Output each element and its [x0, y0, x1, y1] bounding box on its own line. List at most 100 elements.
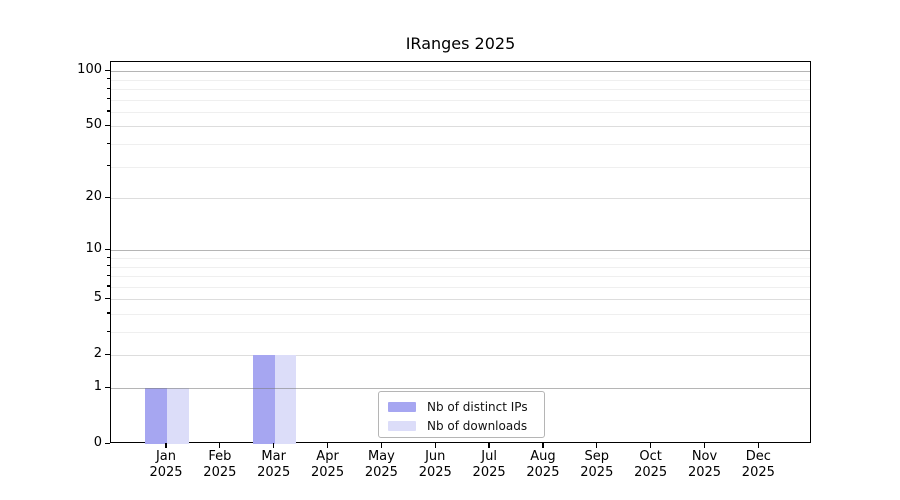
x-tick-label: Aug 2025: [510, 449, 576, 481]
gridline-minor: [111, 79, 810, 81]
y-tick: [105, 297, 110, 300]
x-label-month: Sep: [584, 449, 610, 464]
chart-title: IRanges 2025: [405, 34, 516, 53]
x-label-month: Nov: [691, 449, 718, 464]
y-tick-label: 1: [93, 379, 102, 394]
bar-distinct-ips: [145, 388, 167, 444]
x-tick-label: Feb 2025: [187, 449, 253, 481]
x-tick-label: Sep 2025: [564, 449, 630, 481]
y-tick: [105, 124, 110, 127]
x-label-year: 2025: [418, 465, 452, 480]
x-label-month: Aug: [530, 449, 556, 464]
x-label-year: 2025: [472, 465, 506, 480]
gridline-minor: [111, 286, 810, 288]
x-label-month: Oct: [639, 449, 662, 464]
legend-item-distinct-ips: Nb of distinct IPs: [388, 399, 535, 415]
gridline-power: [111, 388, 810, 389]
gridline-minor: [111, 111, 810, 113]
y-tick-label: 5: [93, 290, 102, 306]
x-tick-label: May 2025: [348, 449, 414, 481]
y-tick-label: 50: [85, 117, 102, 133]
y-tick-minor: [106, 274, 110, 276]
x-label-year: 2025: [364, 465, 398, 480]
x-tick: [757, 443, 759, 448]
y-tick-minor: [106, 285, 110, 287]
x-tick: [650, 443, 652, 448]
y-tick-label: 0: [93, 435, 102, 450]
y-tick-minor: [106, 78, 110, 80]
x-label-month: Jan: [155, 449, 177, 464]
legend-label-distinct-ips: Nb of distinct IPs: [427, 400, 528, 414]
y-tick-minor: [106, 330, 110, 332]
gridline-minor: [111, 166, 810, 168]
x-tick: [273, 443, 275, 448]
y-tick-label: 2: [93, 346, 102, 362]
gridline-minor: [111, 313, 810, 315]
x-label-year: 2025: [203, 465, 237, 480]
y-tick-label: 100: [77, 62, 102, 78]
x-tick: [380, 443, 383, 448]
y-tick-minor: [106, 165, 110, 167]
y-tick-label: 20: [85, 189, 102, 205]
x-label-year: 2025: [526, 465, 560, 480]
gridline-minor: [111, 258, 810, 259]
y-tick: [105, 353, 110, 356]
y-tick: [105, 196, 110, 198]
x-tick-label: Mar 2025: [241, 449, 307, 481]
x-tick-label: Oct 2025: [618, 449, 684, 481]
bar-distinct-ips: [253, 355, 275, 444]
y-tick-label: 10: [85, 241, 102, 257]
y-tick: [105, 442, 110, 444]
x-label-year: 2025: [149, 465, 183, 480]
x-tick: [488, 443, 490, 448]
gridline-major: [111, 355, 810, 357]
y-tick: [105, 248, 110, 251]
x-label-month: Jul: [481, 449, 497, 464]
x-tick: [219, 443, 221, 448]
gridline-minor: [111, 99, 810, 101]
x-tick: [703, 443, 706, 448]
gridline-major: [111, 198, 810, 200]
x-label-month: Apr: [316, 449, 339, 464]
y-tick-minor: [106, 87, 110, 89]
x-tick-label: Jan 2025: [133, 449, 199, 481]
x-tick-label: Nov 2025: [672, 449, 738, 481]
gridline-minor: [111, 144, 810, 146]
x-tick-label: Jul 2025: [456, 449, 522, 481]
x-label-month: Dec: [745, 449, 771, 464]
legend-item-downloads: Nb of downloads: [388, 418, 535, 434]
y-tick-minor: [106, 98, 110, 100]
x-label-month: Mar: [261, 449, 286, 464]
bar-downloads: [274, 355, 297, 444]
x-label-year: 2025: [741, 465, 775, 480]
gridline-major: [111, 126, 810, 128]
x-label-month: May: [367, 449, 395, 464]
y-tick-minor: [106, 265, 110, 267]
gridline-minor: [111, 266, 810, 268]
legend-label-downloads: Nb of downloads: [427, 419, 528, 433]
gridline-major: [111, 299, 810, 301]
gridline-minor: [111, 276, 810, 278]
x-label-month: Jun: [425, 449, 446, 464]
x-tick: [165, 443, 167, 448]
x-label-year: 2025: [580, 465, 614, 480]
x-label-month: Feb: [208, 449, 232, 464]
gridline-power: [111, 250, 810, 252]
x-label-year: 2025: [687, 465, 722, 480]
x-label-year: 2025: [257, 465, 291, 480]
bar-downloads: [167, 388, 189, 444]
x-tick: [326, 443, 329, 448]
x-tick-label: Dec 2025: [725, 449, 791, 481]
x-tick: [596, 443, 598, 448]
y-tick-minor: [106, 142, 110, 144]
y-tick: [105, 69, 110, 71]
legend-swatch-downloads: [388, 420, 416, 432]
legend: Nb of distinct IPs Nb of downloads: [378, 391, 545, 438]
gridline-minor: [111, 89, 810, 91]
gridline-minor: [111, 332, 810, 334]
y-tick-minor: [106, 110, 110, 112]
x-tick-label: Apr 2025: [295, 449, 361, 481]
y-tick: [105, 386, 110, 388]
x-tick: [542, 443, 544, 448]
